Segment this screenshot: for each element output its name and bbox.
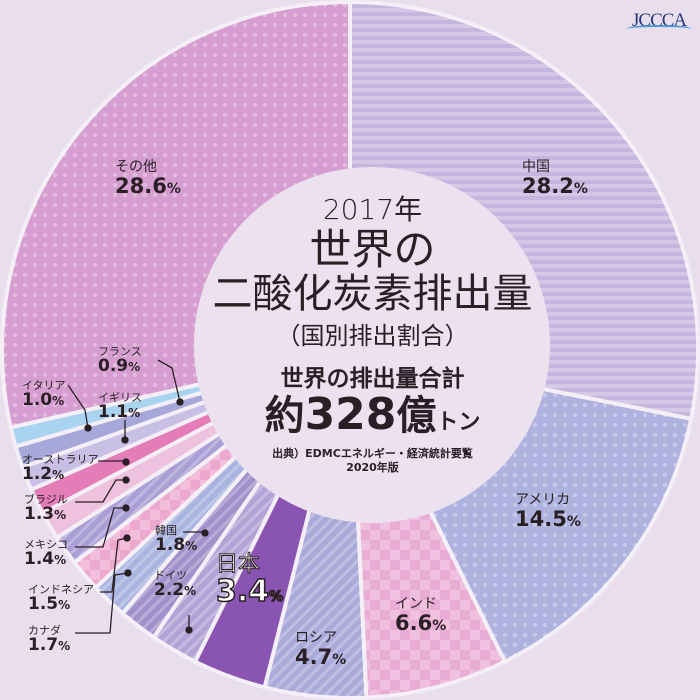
pct: % bbox=[58, 638, 71, 653]
label-value: 1.7 bbox=[28, 634, 59, 655]
year: 2017年 bbox=[322, 193, 423, 226]
slice-pattern-9 bbox=[56, 430, 232, 563]
label-korea: 韓国 1.8% bbox=[155, 525, 197, 554]
label-indonesia: インドネシア 1.5% bbox=[28, 584, 94, 613]
pct: % bbox=[54, 552, 67, 567]
label-name: インドネシア bbox=[28, 583, 94, 596]
label-australia: オーストラリア 1.2% bbox=[22, 454, 98, 483]
label-name: オーストラリア bbox=[22, 453, 99, 466]
pct: % bbox=[185, 538, 198, 553]
label-value: 1.2 bbox=[22, 463, 53, 484]
label-value: 2.2 bbox=[154, 579, 185, 600]
pct: % bbox=[58, 597, 71, 612]
label-name: 中国 bbox=[522, 159, 550, 175]
leader-france bbox=[157, 359, 181, 403]
title-line2: 二酸化炭素排出量 bbox=[212, 271, 533, 318]
leader-lines bbox=[67, 359, 209, 634]
label-value: 28.6 bbox=[115, 173, 167, 198]
label-name: カナダ bbox=[28, 624, 61, 637]
label-name: ロシア bbox=[295, 630, 337, 646]
title-line1: 世界の bbox=[309, 225, 436, 274]
slice-pattern-5 bbox=[153, 473, 284, 662]
label-value: 6.6 bbox=[395, 610, 433, 635]
label-value: 3.4 bbox=[215, 574, 270, 610]
total-label: 世界の排出量合計 bbox=[280, 366, 465, 393]
label-name: 日本 bbox=[215, 552, 261, 577]
label-name: 韓国 bbox=[155, 524, 177, 537]
source-line1: 出典）EDMCエネルギー・経済統計要覧 bbox=[272, 447, 473, 461]
label-usa: アメリカ 14.5% bbox=[515, 493, 581, 530]
label-name: イタリア bbox=[22, 379, 66, 392]
label-brazil: ブラジル 1.3% bbox=[24, 494, 68, 523]
label-france: フランス 0.9% bbox=[98, 346, 142, 375]
label-name: ブラジル bbox=[24, 493, 68, 506]
label-name: フランス bbox=[98, 345, 142, 358]
pct: % bbox=[332, 651, 347, 668]
label-canada: カナダ 1.7% bbox=[28, 625, 70, 654]
label-name: アメリカ bbox=[515, 492, 571, 508]
pct: % bbox=[54, 507, 67, 522]
label-value: 0.9 bbox=[98, 355, 129, 376]
slice-pattern-2 bbox=[357, 484, 505, 698]
pct: % bbox=[432, 617, 447, 634]
label-name: イギリス bbox=[98, 391, 142, 404]
center-disc bbox=[194, 167, 550, 523]
total-number: 328 bbox=[304, 389, 397, 441]
label-value: 4.7 bbox=[295, 644, 333, 669]
source: 出典）EDMCエネルギー・経済統計要覧 2020年版 bbox=[200, 447, 545, 476]
label-value: 1.4 bbox=[24, 548, 55, 569]
label-russia: ロシア 4.7% bbox=[295, 631, 346, 668]
slice-pattern-7 bbox=[95, 452, 252, 614]
label-value: 1.0 bbox=[22, 389, 53, 410]
label-value: 1.3 bbox=[24, 503, 55, 524]
slice-pattern-15 bbox=[1, 2, 351, 428]
slice-pattern-6 bbox=[122, 463, 266, 638]
label-name: その他 bbox=[115, 159, 157, 175]
pct: % bbox=[128, 405, 141, 420]
label-germany: ドイツ 2.2% bbox=[154, 570, 196, 599]
slice-pattern-8 bbox=[74, 441, 241, 588]
pct: % bbox=[166, 180, 181, 197]
pct: % bbox=[268, 589, 284, 606]
pct: % bbox=[128, 359, 141, 374]
jccca-logo: JCCCA bbox=[625, 10, 693, 31]
total-unit-small: トン bbox=[436, 410, 481, 436]
label-value: 1.8 bbox=[155, 534, 186, 555]
pct: % bbox=[52, 393, 65, 408]
leader-italy bbox=[67, 384, 89, 429]
label-china: 中国 28.2% bbox=[522, 160, 588, 197]
label-name: ドイツ bbox=[154, 569, 187, 582]
pct: % bbox=[573, 180, 588, 197]
slice-pattern-3 bbox=[264, 495, 367, 698]
label-japan: 日本 3.4% bbox=[215, 552, 284, 610]
source-line2: 2020年版 bbox=[346, 461, 399, 475]
label-other: その他 28.6% bbox=[115, 160, 181, 197]
label-value: 14.5 bbox=[515, 506, 567, 531]
label-name: インド bbox=[395, 596, 437, 612]
label-india: インド 6.6% bbox=[395, 597, 446, 634]
label-value: 1.5 bbox=[28, 593, 59, 614]
label-value: 28.2 bbox=[522, 173, 574, 198]
label-name: メキシコ bbox=[24, 538, 68, 551]
chart-center-text: 2017年 世界の 二酸化炭素排出量 （国別排出割合） 世界の排出量合計 約32… bbox=[200, 188, 545, 476]
label-italy: イタリア 1.0% bbox=[22, 380, 66, 409]
subtitle: （国別排出割合） bbox=[276, 322, 469, 351]
total-prefix: 約 bbox=[264, 393, 305, 440]
label-mexico: メキシコ 1.4% bbox=[24, 539, 68, 568]
label-value: 1.1 bbox=[98, 401, 129, 422]
slice-pattern-0 bbox=[350, 2, 699, 419]
pct: % bbox=[184, 583, 197, 598]
pct: % bbox=[52, 467, 65, 482]
total-value: 約328億トン bbox=[200, 393, 545, 437]
pct: % bbox=[566, 513, 581, 530]
total-unit-big: 億 bbox=[396, 393, 437, 440]
label-uk: イギリス 1.1% bbox=[98, 392, 142, 421]
